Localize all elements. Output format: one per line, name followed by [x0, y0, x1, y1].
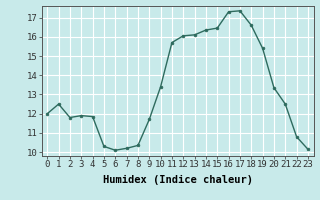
- X-axis label: Humidex (Indice chaleur): Humidex (Indice chaleur): [103, 175, 252, 185]
